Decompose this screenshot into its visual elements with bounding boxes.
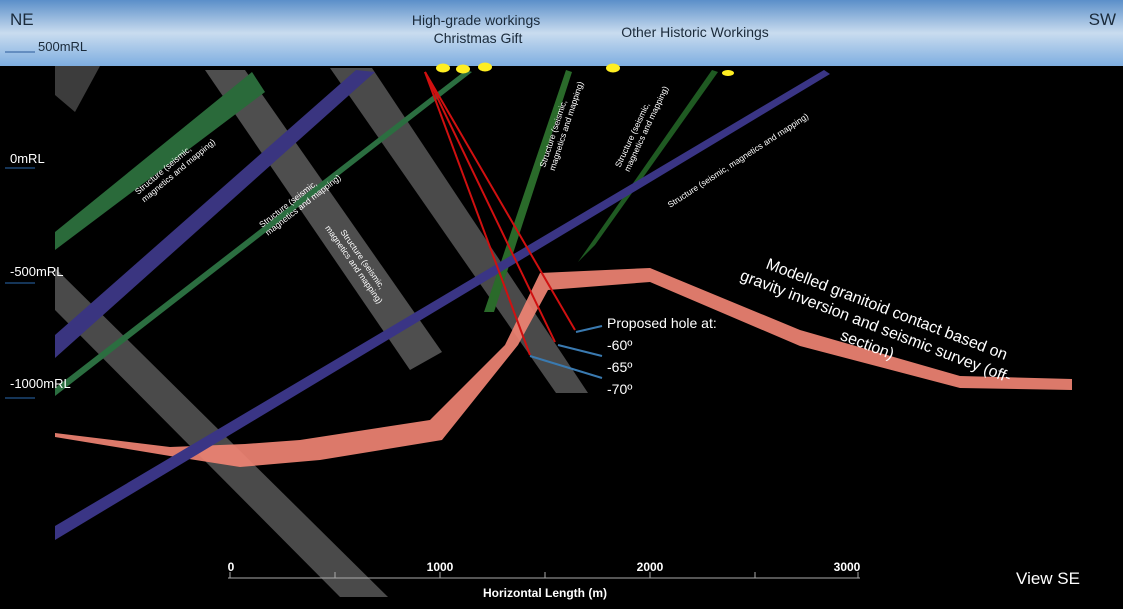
arrow xyxy=(529,355,603,379)
green-structure xyxy=(55,70,472,396)
proposed-hole xyxy=(424,71,576,331)
arrow xyxy=(557,344,603,357)
proposed-hole xyxy=(424,71,556,343)
grey-structure xyxy=(205,70,442,370)
working xyxy=(722,70,734,76)
direction-label: SW xyxy=(1089,10,1116,29)
scale-label: 1000 xyxy=(427,560,454,574)
label-line: High-grade workings xyxy=(412,12,540,28)
scale-label: 0 xyxy=(228,560,235,574)
view-label: View SE xyxy=(1016,569,1080,588)
purple-structure xyxy=(55,70,830,540)
hole-angle: -65º xyxy=(607,359,632,375)
hole-angle: -60º xyxy=(607,337,632,353)
hole-angle: -70º xyxy=(607,381,632,397)
working-label: Other Historic Workings xyxy=(621,24,769,40)
level-label: -500mRL xyxy=(10,264,63,279)
arrow xyxy=(575,325,603,333)
grey-structure xyxy=(55,66,100,112)
purple-structure xyxy=(55,70,375,358)
label-line: Proposed hole at: xyxy=(607,315,717,331)
green-structure xyxy=(55,72,265,250)
level-label: -1000mRL xyxy=(10,376,71,391)
level-label: 500mRL xyxy=(38,39,87,54)
working xyxy=(456,64,470,74)
scale-labels: 0 1000 2000 3000 Horizontal Length (m) xyxy=(228,560,861,600)
level-label: 0mRL xyxy=(10,151,45,166)
direction-label: NE xyxy=(10,10,34,29)
scale-label: 2000 xyxy=(637,560,664,574)
green-structure xyxy=(578,70,718,262)
proposed-hole xyxy=(424,71,531,356)
scale-bar xyxy=(228,572,860,579)
label-line: Christmas Gift xyxy=(434,30,523,46)
sky xyxy=(0,0,1123,66)
granitoid-contact xyxy=(55,268,1072,467)
scale-label: 3000 xyxy=(834,560,861,574)
green-structure xyxy=(484,70,572,312)
scale-title: Horizontal Length (m) xyxy=(483,586,607,600)
holes-label: Proposed hole at: -60º -65º -70º xyxy=(607,315,721,397)
working xyxy=(606,63,620,73)
working xyxy=(436,63,450,73)
working-label: High-grade workings Christmas Gift xyxy=(412,12,544,46)
working xyxy=(478,62,492,72)
